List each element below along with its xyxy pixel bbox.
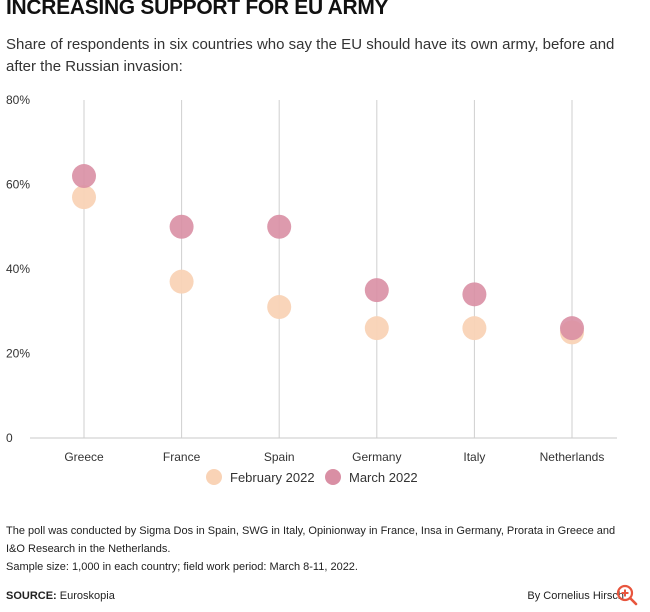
x-tick-label: Germany	[352, 450, 401, 464]
chart-subtitle: Share of respondents in six countries wh…	[6, 36, 615, 75]
dot-plot-chart: 0 20% 40% 60% 80% Greece France Spain Germany It…	[6, 93, 617, 485]
footnote-poll-info: The poll was conducted by Sigma Dos in S…	[6, 525, 616, 555]
x-tick-label: Greece	[64, 450, 104, 464]
dot-february-spain	[267, 295, 292, 320]
source-line: SOURCE: Euroskopia	[6, 590, 115, 602]
source-value: Euroskopia	[59, 590, 115, 602]
legend-label: March 2022	[349, 470, 418, 485]
dot-february-greece	[72, 185, 96, 210]
y-tick-label: 20%	[6, 347, 30, 361]
y-tick-label: 0	[6, 431, 13, 445]
x-tick-label: Spain	[264, 450, 295, 464]
dot-february-germany	[364, 316, 389, 341]
dot-march-netherlands	[560, 316, 584, 341]
zoom-in-icon[interactable]	[616, 584, 638, 606]
dot-february-france	[169, 269, 194, 294]
source-label: SOURCE:	[6, 590, 57, 602]
dot-march-germany	[364, 278, 389, 303]
y-tick-label: 80%	[6, 93, 30, 107]
dot-march-france	[169, 214, 194, 239]
y-tick-label: 60%	[6, 178, 30, 192]
dot-march-italy	[462, 282, 487, 307]
byline: By Cornelius Hirsch	[527, 590, 624, 602]
dot-march-greece	[72, 164, 96, 189]
footnote-sample-size: Sample size: 1,000 in each country; fiel…	[6, 561, 358, 573]
y-tick-label: 40%	[6, 262, 30, 276]
chart-title: INCREASING SUPPORT FOR EU ARMY	[6, 0, 389, 19]
dot-february-italy	[462, 316, 487, 341]
legend-label: February 2022	[230, 470, 315, 485]
x-tick-label: Italy	[463, 450, 485, 464]
dot-march-spain	[267, 214, 292, 239]
legend-swatch-february	[206, 469, 222, 485]
legend-swatch-march	[325, 469, 341, 485]
x-tick-label: France	[163, 450, 201, 464]
x-tick-label: Netherlands	[540, 450, 605, 464]
